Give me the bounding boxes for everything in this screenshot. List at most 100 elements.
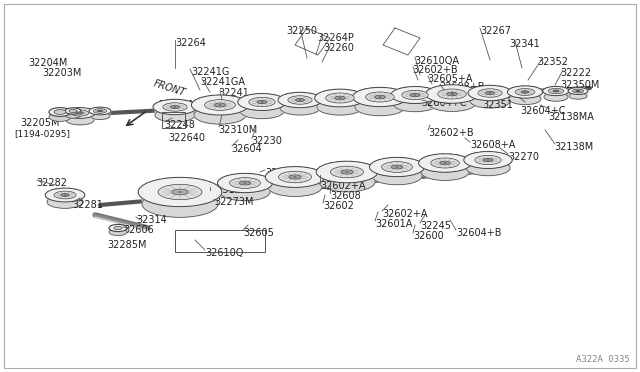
Bar <box>162 112 185 128</box>
Ellipse shape <box>109 228 127 235</box>
Polygon shape <box>195 106 246 124</box>
Polygon shape <box>316 95 319 96</box>
Polygon shape <box>319 172 323 173</box>
Ellipse shape <box>45 188 84 202</box>
Polygon shape <box>201 180 206 182</box>
Polygon shape <box>381 106 383 107</box>
Polygon shape <box>520 97 522 98</box>
Polygon shape <box>362 100 364 101</box>
Polygon shape <box>404 99 406 100</box>
Polygon shape <box>442 102 446 103</box>
Ellipse shape <box>369 157 424 177</box>
Polygon shape <box>267 178 270 179</box>
Text: 32351: 32351 <box>482 100 513 110</box>
Polygon shape <box>333 89 337 90</box>
Polygon shape <box>148 201 153 202</box>
Polygon shape <box>461 156 465 157</box>
Polygon shape <box>464 159 466 160</box>
Ellipse shape <box>464 151 512 169</box>
Ellipse shape <box>163 103 187 111</box>
Polygon shape <box>183 100 186 101</box>
Polygon shape <box>464 161 467 163</box>
Polygon shape <box>253 109 256 110</box>
Polygon shape <box>215 186 220 188</box>
Text: 32604+C: 32604+C <box>421 98 467 108</box>
Polygon shape <box>239 98 243 100</box>
Polygon shape <box>320 166 324 167</box>
Ellipse shape <box>114 227 122 230</box>
Ellipse shape <box>509 93 541 105</box>
Polygon shape <box>178 99 180 100</box>
Ellipse shape <box>410 93 420 97</box>
Polygon shape <box>231 174 235 176</box>
Ellipse shape <box>239 181 251 185</box>
Polygon shape <box>70 117 73 118</box>
Polygon shape <box>108 112 110 113</box>
Polygon shape <box>355 98 404 116</box>
Text: 32608+B: 32608+B <box>439 82 484 92</box>
Polygon shape <box>568 92 570 93</box>
Ellipse shape <box>66 115 94 125</box>
Polygon shape <box>353 96 355 97</box>
Polygon shape <box>282 186 285 187</box>
Text: 32608: 32608 <box>330 191 361 201</box>
Polygon shape <box>355 181 358 182</box>
Polygon shape <box>449 154 452 155</box>
Polygon shape <box>383 158 387 160</box>
Ellipse shape <box>54 110 66 115</box>
Polygon shape <box>372 167 376 168</box>
Polygon shape <box>402 93 406 94</box>
Polygon shape <box>235 97 239 98</box>
Polygon shape <box>340 89 342 90</box>
Polygon shape <box>188 178 191 179</box>
Polygon shape <box>53 200 56 201</box>
Ellipse shape <box>428 94 476 111</box>
Polygon shape <box>68 188 71 189</box>
Polygon shape <box>462 101 465 102</box>
Ellipse shape <box>69 109 77 113</box>
Polygon shape <box>492 167 495 168</box>
Polygon shape <box>355 104 358 105</box>
Polygon shape <box>45 196 48 198</box>
Polygon shape <box>426 91 429 92</box>
Polygon shape <box>140 196 145 198</box>
Polygon shape <box>92 113 94 114</box>
Polygon shape <box>210 199 215 201</box>
Polygon shape <box>403 158 407 159</box>
Polygon shape <box>317 182 321 183</box>
Ellipse shape <box>71 110 89 116</box>
Text: 32352: 32352 <box>537 57 568 67</box>
Polygon shape <box>468 160 471 161</box>
Polygon shape <box>469 87 472 89</box>
Polygon shape <box>191 104 194 105</box>
Polygon shape <box>531 97 534 98</box>
Ellipse shape <box>77 112 83 114</box>
Polygon shape <box>61 188 65 189</box>
Text: [1194-0295]: [1194-0295] <box>14 129 70 138</box>
Ellipse shape <box>375 95 385 99</box>
Ellipse shape <box>90 112 110 119</box>
Bar <box>175 230 265 252</box>
Polygon shape <box>578 87 580 88</box>
Polygon shape <box>362 96 365 97</box>
Polygon shape <box>188 101 191 102</box>
Polygon shape <box>499 166 502 167</box>
Polygon shape <box>419 164 422 166</box>
Ellipse shape <box>483 158 493 162</box>
Polygon shape <box>83 195 84 196</box>
Polygon shape <box>324 164 328 166</box>
Polygon shape <box>294 107 297 108</box>
Text: 32138MA: 32138MA <box>548 112 594 122</box>
Polygon shape <box>543 92 545 93</box>
Polygon shape <box>428 101 431 102</box>
Text: 32604+A: 32604+A <box>265 168 310 178</box>
Ellipse shape <box>522 91 529 93</box>
Polygon shape <box>181 113 184 114</box>
Polygon shape <box>210 95 213 96</box>
Polygon shape <box>49 112 71 117</box>
Polygon shape <box>218 192 222 193</box>
Polygon shape <box>503 87 506 88</box>
Polygon shape <box>195 179 199 180</box>
Polygon shape <box>390 157 393 158</box>
Polygon shape <box>540 90 542 91</box>
